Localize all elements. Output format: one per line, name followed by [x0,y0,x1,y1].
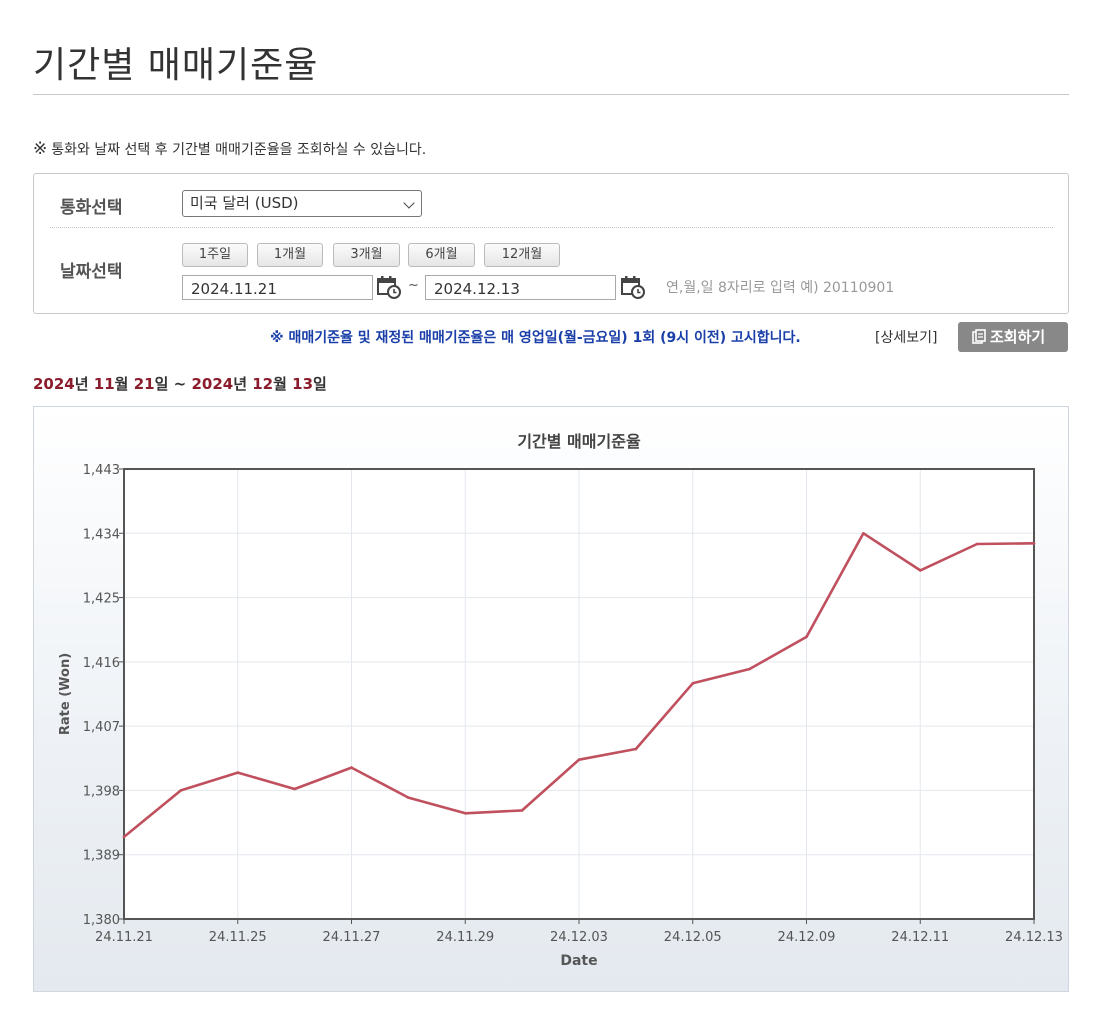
end-date-input[interactable]: 2024.12.13 [425,275,616,300]
range-end-month: 12 [252,375,274,393]
x-tick-label: 24.11.27 [323,930,381,945]
chevron-down-icon [403,197,415,209]
period-1week-button[interactable]: 1주일 [182,243,248,267]
announcement-notice: ※ 매매기준율 및 재정된 매매기준율은 매 영업일(월-금요일) 1회 (9시… [270,330,801,346]
range-separator: ~ [173,375,187,393]
data-point [463,811,467,815]
date-label: 날짜선택 [60,262,123,282]
currency-select[interactable]: 미국 달러 (USD) [182,190,422,217]
period-1month-button[interactable]: 1개월 [257,243,323,267]
data-point [862,531,865,535]
period-6month-button[interactable]: 6개월 [408,243,475,267]
title-divider [33,94,1069,95]
y-tick-label: 1,416 [83,656,120,671]
rate-chart-svg: 1,380 1,389 1,398 1,407 1,416 1,425 1,434 1,443… [58,432,1063,969]
y-tick-label: 1,407 [83,720,120,735]
period-3month-button[interactable]: 3개월 [333,243,400,267]
data-point [577,758,581,762]
currency-select-value: 미국 달러 (USD) [190,194,299,212]
rate-chart: 1,380 1,389 1,398 1,407 1,416 1,425 1,434 1,443… [33,406,1069,992]
y-tick-label: 1,425 [83,592,120,607]
date-format-hint: 연,월,일 8자리로 입력 예) 20110901 [666,280,895,296]
data-point [236,771,240,774]
data-point [691,681,695,685]
usage-notice-text: 통화와 날짜 선택 후 기간별 매매기준율을 조회하실 수 있습니다. [51,142,427,158]
range-month-unit: 월 [273,375,287,393]
range-start-day: 21 [133,375,155,393]
x-tick-label: 24.12.09 [778,930,836,945]
range-start-year: 2024 [33,375,75,393]
range-month-unit: 월 [114,375,129,393]
end-calendar-icon[interactable] [620,274,646,300]
search-form: 통화선택 미국 달러 (USD) 날짜선택 1주일 1개월 3개월 6개월 12… [33,173,1069,314]
chart-title: 기간별 매매기준율 [517,432,641,451]
x-tick-label: 24.11.25 [209,930,267,945]
reference-mark: ※ [33,139,48,159]
range-day-unit: 일 [313,375,327,393]
data-point [350,766,353,769]
period-12month-button[interactable]: 12개월 [484,243,560,267]
detail-link[interactable]: [상세보기] [875,330,938,346]
x-tick-label: 24.12.05 [664,930,722,945]
start-date-input[interactable]: 2024.11.21 [182,275,373,300]
search-button[interactable]: 조회하기 [958,322,1068,352]
data-point [293,787,296,791]
date-range-tilde: ~ [408,278,419,293]
usage-notice: ※ 통화와 날짜 선택 후 기간별 매매기준율을 조회하실 수 있습니다. [33,139,426,159]
x-tick-label: 24.12.03 [550,930,608,945]
range-year-unit: 년 [74,375,89,393]
y-axis-label: Rate (Won) [58,653,73,735]
plot-border [123,468,1035,920]
data-point [805,635,808,639]
data-point [1032,541,1036,545]
x-axis-label: Date [560,953,597,969]
y-tick-label: 1,389 [83,849,120,864]
x-tick-label: 24.11.21 [95,930,153,945]
x-tick-label: 24.12.13 [1005,930,1063,945]
y-tick-label: 1,434 [83,527,120,542]
start-calendar-icon[interactable] [376,274,402,300]
range-start-month: 11 [93,375,115,393]
form-row-divider [50,227,1053,228]
data-point [407,796,410,799]
x-tick-label: 24.12.11 [891,930,949,945]
data-point [918,569,922,572]
range-end-year: 2024 [191,375,234,393]
data-point [122,835,126,839]
currency-label: 통화선택 [60,198,123,218]
search-button-label: 조회하기 [990,328,1046,346]
data-point [520,809,524,812]
range-year-unit: 년 [233,375,248,393]
x-tick-label: 24.11.29 [436,930,494,945]
data-point [975,542,979,546]
range-day-unit: 일 [154,375,169,393]
data-point [179,789,183,792]
document-icon [972,329,986,344]
y-tick-label: 1,443 [83,463,120,478]
data-point [634,747,638,751]
y-tick-label: 1,380 [83,913,120,928]
y-tick-label: 1,398 [83,784,120,799]
data-point [748,667,751,671]
selected-range: 2024년 11월 21일 ~ 2024년 12월 13일 [33,373,327,394]
range-end-day: 13 [292,375,314,393]
page-title: 기간별 매매기준율 [33,45,319,86]
